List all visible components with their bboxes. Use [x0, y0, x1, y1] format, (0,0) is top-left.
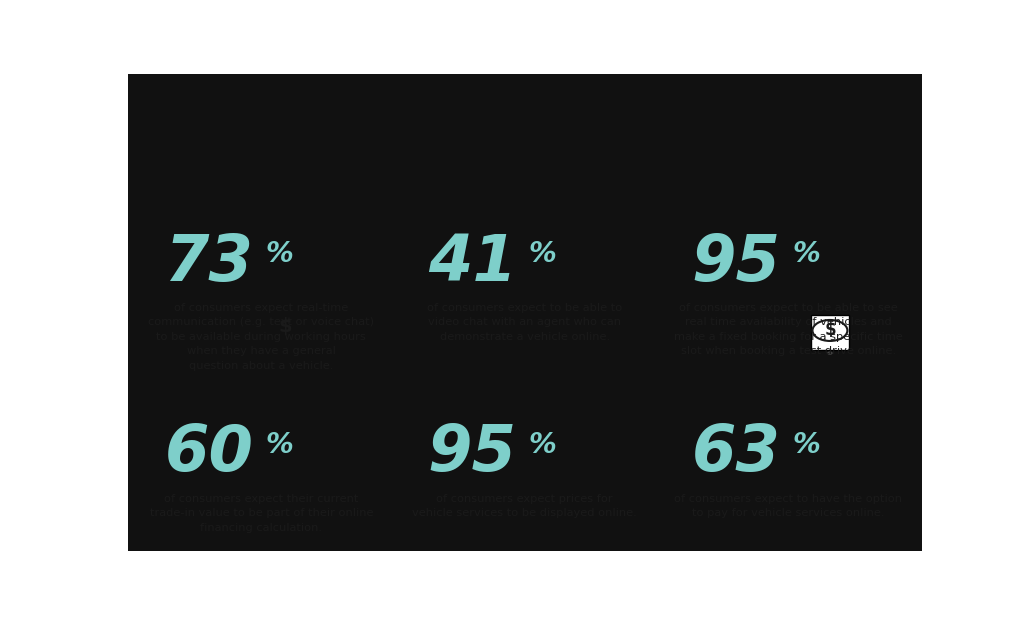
Circle shape [187, 155, 196, 160]
Bar [725, 122, 757, 138]
Circle shape [812, 320, 848, 341]
Polygon shape [820, 355, 860, 370]
Text: %: % [265, 240, 293, 269]
Circle shape [278, 364, 309, 383]
Text: of consumers expect to be able to see
real time availability of vehicles and
mak: of consumers expect to be able to see re… [674, 303, 902, 357]
Polygon shape [524, 191, 612, 203]
Circle shape [285, 369, 301, 378]
Text: 95: 95 [428, 422, 517, 484]
Circle shape [255, 309, 315, 345]
Polygon shape [293, 355, 333, 370]
Polygon shape [537, 305, 604, 363]
Text: of consumers expect prices for
vehicle services to be displayed online.: of consumers expect prices for vehicle s… [413, 494, 637, 518]
Text: 41: 41 [428, 232, 517, 293]
Circle shape [214, 364, 246, 383]
Circle shape [740, 364, 772, 383]
Text: %: % [265, 431, 293, 459]
Text: %: % [528, 240, 556, 269]
Polygon shape [261, 327, 309, 355]
FancyBboxPatch shape [450, 117, 600, 175]
Polygon shape [214, 327, 285, 337]
Polygon shape [717, 337, 780, 355]
Text: M: M [736, 126, 745, 134]
Bar [757, 122, 788, 138]
Polygon shape [740, 327, 812, 337]
Polygon shape [189, 337, 253, 355]
Text: $: $ [279, 318, 292, 336]
Polygon shape [820, 341, 860, 355]
Polygon shape [788, 327, 836, 355]
Polygon shape [780, 355, 820, 370]
Circle shape [827, 352, 833, 355]
Text: $: $ [824, 321, 836, 339]
Text: %: % [528, 431, 556, 459]
Polygon shape [186, 160, 261, 191]
Polygon shape [261, 191, 341, 208]
Text: of consumers expect real-time
communication (e.g. text or voice chat)
to be avai: of consumers expect real-time communicat… [148, 303, 375, 371]
Polygon shape [701, 191, 788, 203]
Polygon shape [744, 191, 831, 212]
Polygon shape [253, 355, 293, 370]
Bar [788, 122, 820, 138]
Text: 73: 73 [165, 232, 253, 293]
Polygon shape [261, 129, 341, 160]
Polygon shape [437, 191, 524, 203]
Bar [820, 122, 852, 138]
Circle shape [812, 369, 828, 378]
Text: T: T [769, 126, 775, 134]
Text: 63: 63 [691, 422, 780, 484]
Polygon shape [261, 160, 341, 191]
Polygon shape [189, 355, 229, 370]
Text: %: % [793, 431, 820, 459]
Polygon shape [537, 305, 604, 363]
Text: 95: 95 [691, 232, 780, 293]
Text: of consumers expect their current
trade-in value to be part of their online
fina: of consumers expect their current trade-… [150, 494, 373, 532]
Circle shape [530, 299, 559, 316]
Text: W: W [799, 126, 809, 134]
Circle shape [221, 369, 238, 378]
Bar [725, 122, 852, 172]
Text: of consumers expect to have the option
to pay for vehicle services online.: of consumers expect to have the option t… [674, 494, 902, 518]
Text: 60: 60 [165, 422, 253, 484]
FancyBboxPatch shape [198, 129, 325, 186]
Circle shape [749, 369, 765, 378]
Text: of consumers expect to be able to
video chat with an agent who can
demonstrate a: of consumers expect to be able to video … [427, 303, 623, 342]
Polygon shape [717, 355, 757, 370]
Polygon shape [788, 191, 876, 203]
Circle shape [804, 364, 836, 383]
Circle shape [538, 303, 552, 312]
Polygon shape [293, 341, 333, 355]
Text: %: % [793, 240, 820, 269]
FancyBboxPatch shape [811, 315, 849, 350]
Polygon shape [481, 191, 568, 212]
Polygon shape [186, 129, 261, 160]
FancyBboxPatch shape [713, 117, 863, 175]
Circle shape [585, 353, 607, 367]
Text: T: T [833, 126, 839, 134]
Polygon shape [186, 191, 261, 208]
